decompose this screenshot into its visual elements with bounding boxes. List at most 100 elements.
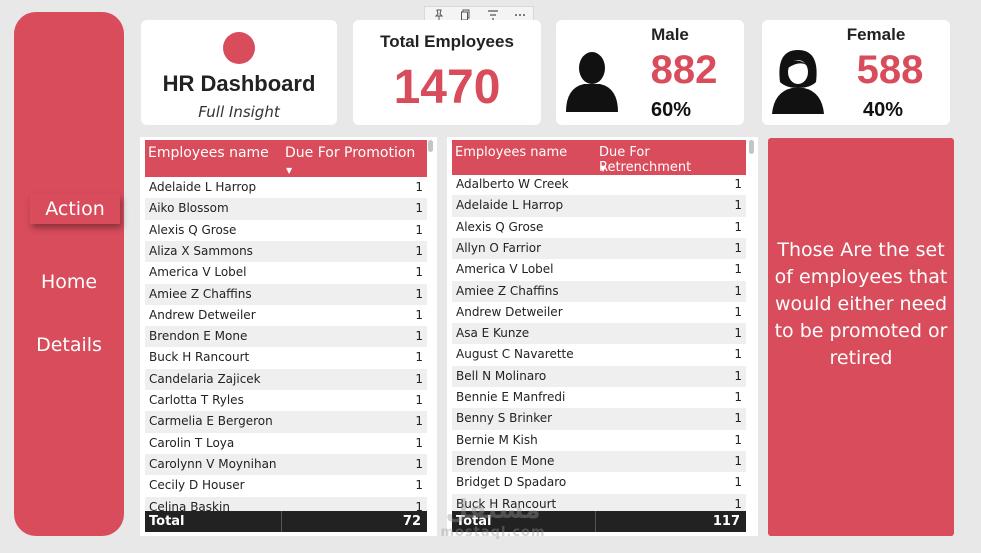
count-cell: 1 — [734, 262, 742, 277]
female-avatar-icon — [770, 46, 826, 118]
count-cell: 1 — [415, 180, 423, 194]
male-avatar-icon — [564, 48, 620, 116]
count-cell: 1 — [415, 456, 423, 471]
table-row[interactable]: Bernie M Kish 1 — [452, 430, 746, 451]
table-row[interactable]: Adelaide L Harrop 1 — [452, 195, 746, 217]
retrenchment-total-value: 117 — [712, 514, 740, 529]
male-value: 882 — [650, 48, 718, 92]
sort-descending-icon: ▼ — [600, 164, 607, 173]
count-cell: 1 — [734, 475, 742, 490]
employee-name-cell: Adalberto W Creek — [456, 177, 569, 191]
employee-name-cell: Brendon E Mone — [456, 453, 555, 468]
table-row[interactable]: August C Navarette 1 — [452, 344, 746, 365]
employee-name-cell: Alexis Q Grose — [456, 219, 544, 234]
promotion-scrollbar[interactable] — [428, 140, 433, 152]
nav-action-button[interactable]: Action — [30, 194, 120, 224]
retrenchment-total-label: Total — [452, 511, 596, 532]
retrenchment-value-header[interactable]: Due For Retrenchment ▼ — [596, 140, 746, 175]
table-row[interactable]: Bennie E Manfredi 1 — [452, 387, 746, 408]
promotion-value-header-label: Due For Promotion — [285, 145, 416, 161]
table-row[interactable]: Bell N Molinaro 1 — [452, 365, 746, 387]
table-row[interactable]: America V Lobel 1 — [452, 259, 746, 280]
promotion-value-header[interactable]: Due For Promotion ▼ — [282, 140, 427, 177]
table-row[interactable]: Bridget D Spadaro 1 — [452, 472, 746, 493]
female-value: 588 — [856, 48, 924, 92]
info-text: Those Are the set of employees that woul… — [774, 239, 948, 369]
count-cell: 1 — [415, 243, 423, 258]
employee-name-cell: Amiee Z Chaffins — [456, 283, 559, 298]
table-row[interactable]: Candelaria Zajicek 1 — [145, 368, 427, 390]
table-row[interactable]: Brendon E Mone 1 — [452, 450, 746, 473]
count-cell: 1 — [415, 478, 423, 493]
dashboard-title: HR Dashboard — [162, 71, 316, 96]
employee-name-cell: Adelaide L Harrop — [456, 198, 564, 213]
count-cell: 1 — [415, 414, 423, 429]
count-cell: 1 — [415, 201, 423, 216]
promotion-name-header[interactable]: Employees name — [148, 145, 269, 161]
nav-home-button[interactable]: Home — [40, 271, 98, 293]
table-row[interactable]: Alexis Q Grose 1 — [145, 220, 427, 241]
table-row[interactable]: Asa E Kunze 1 — [452, 323, 746, 345]
count-cell: 1 — [415, 393, 423, 407]
table-row[interactable]: Aliza X Sammons 1 — [145, 240, 427, 263]
table-row[interactable]: Amiee Z Chaffins 1 — [452, 280, 746, 302]
logo-circle-icon — [223, 32, 255, 64]
count-cell: 1 — [415, 499, 423, 512]
employee-name-cell: Aiko Blossom — [149, 201, 229, 216]
count-cell: 1 — [734, 390, 742, 404]
table-row[interactable]: Adalberto W Creek 1 — [452, 174, 746, 195]
promotion-table: Employees name Due For Promotion ▼ Adela… — [140, 137, 437, 536]
table-row[interactable]: Carlotta T Ryles 1 — [145, 390, 427, 411]
employee-name-cell: Carolin T Loya — [149, 435, 235, 450]
table-row[interactable]: Andrew Detweiler 1 — [145, 305, 427, 326]
retrenchment-scrollbar[interactable] — [749, 140, 754, 154]
copy-icon[interactable] — [460, 9, 472, 24]
table-row[interactable]: America V Lobel 1 — [145, 262, 427, 283]
table-row[interactable]: Carolin T Loya 1 — [145, 433, 427, 454]
more-options-icon[interactable] — [514, 9, 526, 24]
retrenchment-name-header[interactable]: Employees name — [455, 145, 568, 160]
count-cell: 1 — [415, 329, 423, 344]
count-cell: 1 — [734, 283, 742, 298]
table-row[interactable]: Celina Baskin 1 — [145, 496, 427, 512]
employee-name-cell: Andrew Detweiler — [149, 307, 256, 322]
filter-icon[interactable] — [487, 9, 499, 24]
table-row[interactable]: Andrew Detweiler 1 — [452, 302, 746, 323]
count-cell: 1 — [734, 453, 742, 468]
table-row[interactable]: Cecily D Houser 1 — [145, 475, 427, 496]
employee-name-cell: Bernie M Kish — [456, 432, 538, 447]
female-label: Female — [846, 25, 906, 44]
info-card: Those Are the set of employees that woul… — [768, 138, 954, 536]
count-cell: 1 — [415, 307, 423, 322]
total-employees-label: Total Employees — [380, 32, 514, 51]
table-row[interactable]: Buck H Rancourt 1 — [452, 493, 746, 511]
employee-name-cell: Amiee Z Chaffins — [149, 286, 252, 301]
table-row[interactable]: Buck H Rancourt 1 — [145, 347, 427, 368]
count-cell: 1 — [734, 304, 742, 319]
employee-name-cell: Alexis Q Grose — [149, 222, 237, 237]
table-row[interactable]: Alexis Q Grose 1 — [452, 217, 746, 238]
table-row[interactable]: Aiko Blossom 1 — [145, 198, 427, 220]
table-row[interactable]: Carolynn V Moynihan 1 — [145, 453, 427, 476]
table-row[interactable]: Brendon E Mone 1 — [145, 326, 427, 348]
employee-name-cell: Carmelia E Bergeron — [149, 414, 273, 429]
employee-name-cell: Carlotta T Ryles — [149, 393, 244, 407]
table-row[interactable]: Adelaide L Harrop 1 — [145, 177, 427, 198]
table-row[interactable]: Allyn O Farrior 1 — [452, 237, 746, 260]
promotion-table-header: Employees name Due For Promotion ▼ — [145, 140, 427, 177]
table-row[interactable]: Amiee Z Chaffins 1 — [145, 283, 427, 305]
count-cell: 1 — [734, 496, 742, 511]
employee-name-cell: America V Lobel — [149, 265, 247, 280]
retrenchment-total-row: Total 117 — [452, 511, 746, 532]
table-row[interactable]: Carmelia E Bergeron 1 — [145, 411, 427, 433]
promotion-total-value: 72 — [402, 514, 421, 529]
table-row[interactable]: Benny S Brinker 1 — [452, 408, 746, 430]
total-employees-value: 1470 — [393, 61, 501, 114]
pin-icon[interactable] — [433, 9, 445, 24]
nav-details-button[interactable]: Details — [36, 334, 102, 356]
employee-name-cell: Cecily D Houser — [149, 478, 245, 493]
employee-name-cell: Candelaria Zajicek — [149, 371, 261, 386]
female-percentage: 40% — [863, 99, 904, 121]
employee-name-cell: Carolynn V Moynihan — [149, 456, 277, 471]
promotion-total-label: Total — [145, 511, 282, 532]
